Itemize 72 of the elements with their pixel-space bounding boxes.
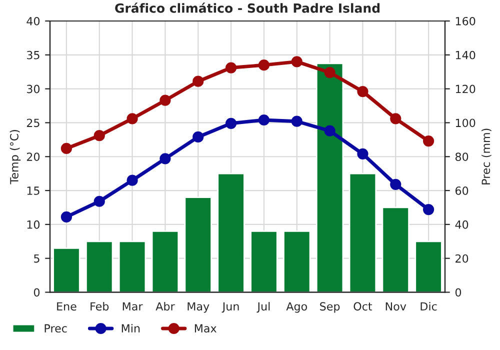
y-tick-label: 15 [27,186,40,195]
point [291,56,302,68]
bar [118,240,146,292]
point [160,94,171,106]
point [192,76,204,87]
point [126,174,138,186]
point [225,62,237,74]
legend-label: Min [122,324,140,332]
x-tick-label: Dic [420,302,437,311]
point [422,204,434,216]
x-tick-label: Oct [354,302,372,311]
legend-label: Max [194,324,216,333]
x-tick-label: Ago [286,302,307,313]
x-tick-label: Ene [57,302,76,311]
bar [86,240,114,292]
x-tick-label: Jun [222,302,239,313]
chart-title: Gráfico climático - South Padre Island [115,2,380,13]
point [390,113,402,124]
y2-axis-title: Prec (mm) [482,128,492,184]
y2-tick-label: 120 [456,84,476,94]
y2-tick-label: 20 [456,254,468,263]
point [225,118,237,129]
y-tick-label: 20 [26,152,40,162]
y2-tick-label: 0 [455,288,462,297]
legend-label: Prec [44,324,67,333]
point [94,130,105,142]
point [160,153,171,164]
y2-tick-label: 60 [456,186,468,195]
point [390,178,402,190]
y2-tick-label: 160 [456,16,476,26]
x-tick-label: Sep [320,302,340,313]
x-tick-label: Abr [156,302,175,311]
bar [217,172,245,292]
y-tick-label: 5 [34,254,40,263]
bar [414,240,442,292]
point [357,86,368,98]
point [258,60,270,71]
point [192,131,204,143]
bar [250,230,278,292]
point [422,135,434,147]
point [291,116,302,127]
y-tick-label: 10 [27,220,40,229]
x-tick-label: Jul [256,302,270,313]
y-axis-title: Temp (°C) [10,130,21,184]
point [60,142,72,154]
y-tick-label: 35 [26,50,40,60]
point [60,211,72,223]
x-tick-label: Nov [386,302,406,311]
y-tick-label: 30 [26,84,40,94]
bar [52,247,80,292]
point [258,114,270,126]
point [94,196,105,207]
bar [316,62,344,292]
bar [382,206,410,292]
y2-tick-label: 140 [456,50,476,60]
point [324,125,336,136]
x-tick-label: May [188,302,210,313]
point [126,113,138,124]
bar [184,196,212,292]
y-tick-label: 25 [26,118,40,128]
y-tick-label: 0 [34,288,40,297]
bar [348,172,377,292]
y-tick-label: 40 [26,16,40,26]
x-tick-label: Mar [122,302,143,311]
y2-tick-label: 100 [456,118,476,128]
bar [283,230,311,292]
point [324,66,336,78]
x-tick-label: Feb [90,302,109,311]
y2-tick-label: 80 [455,152,468,162]
y2-tick-label: 40 [455,220,468,229]
point [357,148,368,160]
bar [151,230,180,292]
